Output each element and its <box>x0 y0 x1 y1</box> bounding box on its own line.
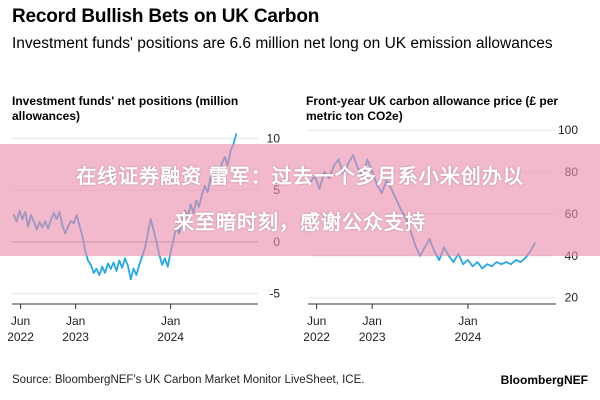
left-xtick-label: Jan <box>161 314 180 328</box>
left-xtick-label: 2023 <box>62 330 89 344</box>
left-data-point <box>235 133 238 136</box>
right-xtick-label: Jan <box>458 314 477 328</box>
right-data-point <box>490 265 493 268</box>
overlay-headline-line2: 来至暗时刻，感谢公众支持 <box>174 212 426 234</box>
right-data-point <box>500 263 503 266</box>
left-data-point <box>89 263 92 266</box>
right-data-point <box>486 263 488 266</box>
right-xtick-label: Jan <box>362 314 381 328</box>
left-data-point <box>127 264 129 267</box>
left-ytick-label: 10 <box>267 131 281 145</box>
left-xtick-label: 2024 <box>157 330 184 344</box>
left-xtick-label: Jun <box>11 314 30 328</box>
left-data-point <box>107 262 109 265</box>
right-data-point <box>471 265 474 268</box>
right-ytick-label: 20 <box>565 291 579 305</box>
overlay-headline-line1: 在线证券融资 雷军：过去一个多月系小米创办以 <box>76 166 524 188</box>
right-data-point <box>514 259 517 261</box>
right-xtick-label: Jun <box>307 314 326 328</box>
left-data-point <box>104 272 106 274</box>
chart-title: Record Bullish Bets on UK Carbon <box>12 6 320 27</box>
left-ytick-label: -5 <box>269 287 280 301</box>
right-data-point <box>476 261 479 263</box>
right-xtick-label: 2024 <box>455 330 482 344</box>
left-data-point <box>98 274 101 276</box>
left-data-point <box>164 257 166 260</box>
left-data-point <box>121 266 124 269</box>
left-data-point <box>92 272 95 274</box>
left-data-point <box>109 267 112 270</box>
left-data-point <box>132 267 135 270</box>
right-data-point <box>467 259 469 261</box>
left-data-point <box>95 267 98 270</box>
left-data-point <box>87 259 89 262</box>
left-data-point <box>138 263 141 266</box>
left-xtick-label: 2022 <box>7 330 34 344</box>
left-data-point <box>166 265 169 268</box>
right-xtick-label: 2023 <box>359 330 386 344</box>
left-data-point <box>112 261 115 264</box>
left-data-point <box>101 265 104 268</box>
right-ytick-label: 100 <box>558 123 578 137</box>
left-data-point <box>161 263 164 266</box>
right-data-point <box>452 261 455 263</box>
left-panel-title: Investment funds' net positions (million… <box>12 94 239 123</box>
right-data-point <box>481 267 484 270</box>
right-data-point <box>519 261 522 263</box>
right-data-point <box>510 263 512 266</box>
chart-subtitle: Investment funds' positions are 6.6 mill… <box>12 35 553 52</box>
left-xtick-label: Jan <box>66 314 85 328</box>
right-data-point <box>524 257 527 259</box>
right-data-point <box>495 261 498 263</box>
left-data-point <box>118 259 121 262</box>
left-data-point <box>124 257 126 260</box>
right-data-point <box>438 259 441 261</box>
right-data-point <box>505 261 508 263</box>
left-data-point <box>115 270 118 272</box>
right-panel-title: Front-year UK carbon allowance price (£ … <box>306 94 559 123</box>
left-data-point <box>135 274 138 276</box>
left-data-point <box>129 278 132 281</box>
right-xtick-label: 2022 <box>303 330 330 344</box>
overlay-banner: 在线证券融资 雷军：过去一个多月系小米创办以 来至暗时刻，感谢公众支持 <box>0 144 600 256</box>
brand-logo: BloombergNEF <box>500 373 588 387</box>
right-data-point <box>462 263 464 266</box>
source-note: Source: BloombergNEF's UK Carbon Market … <box>12 374 365 386</box>
